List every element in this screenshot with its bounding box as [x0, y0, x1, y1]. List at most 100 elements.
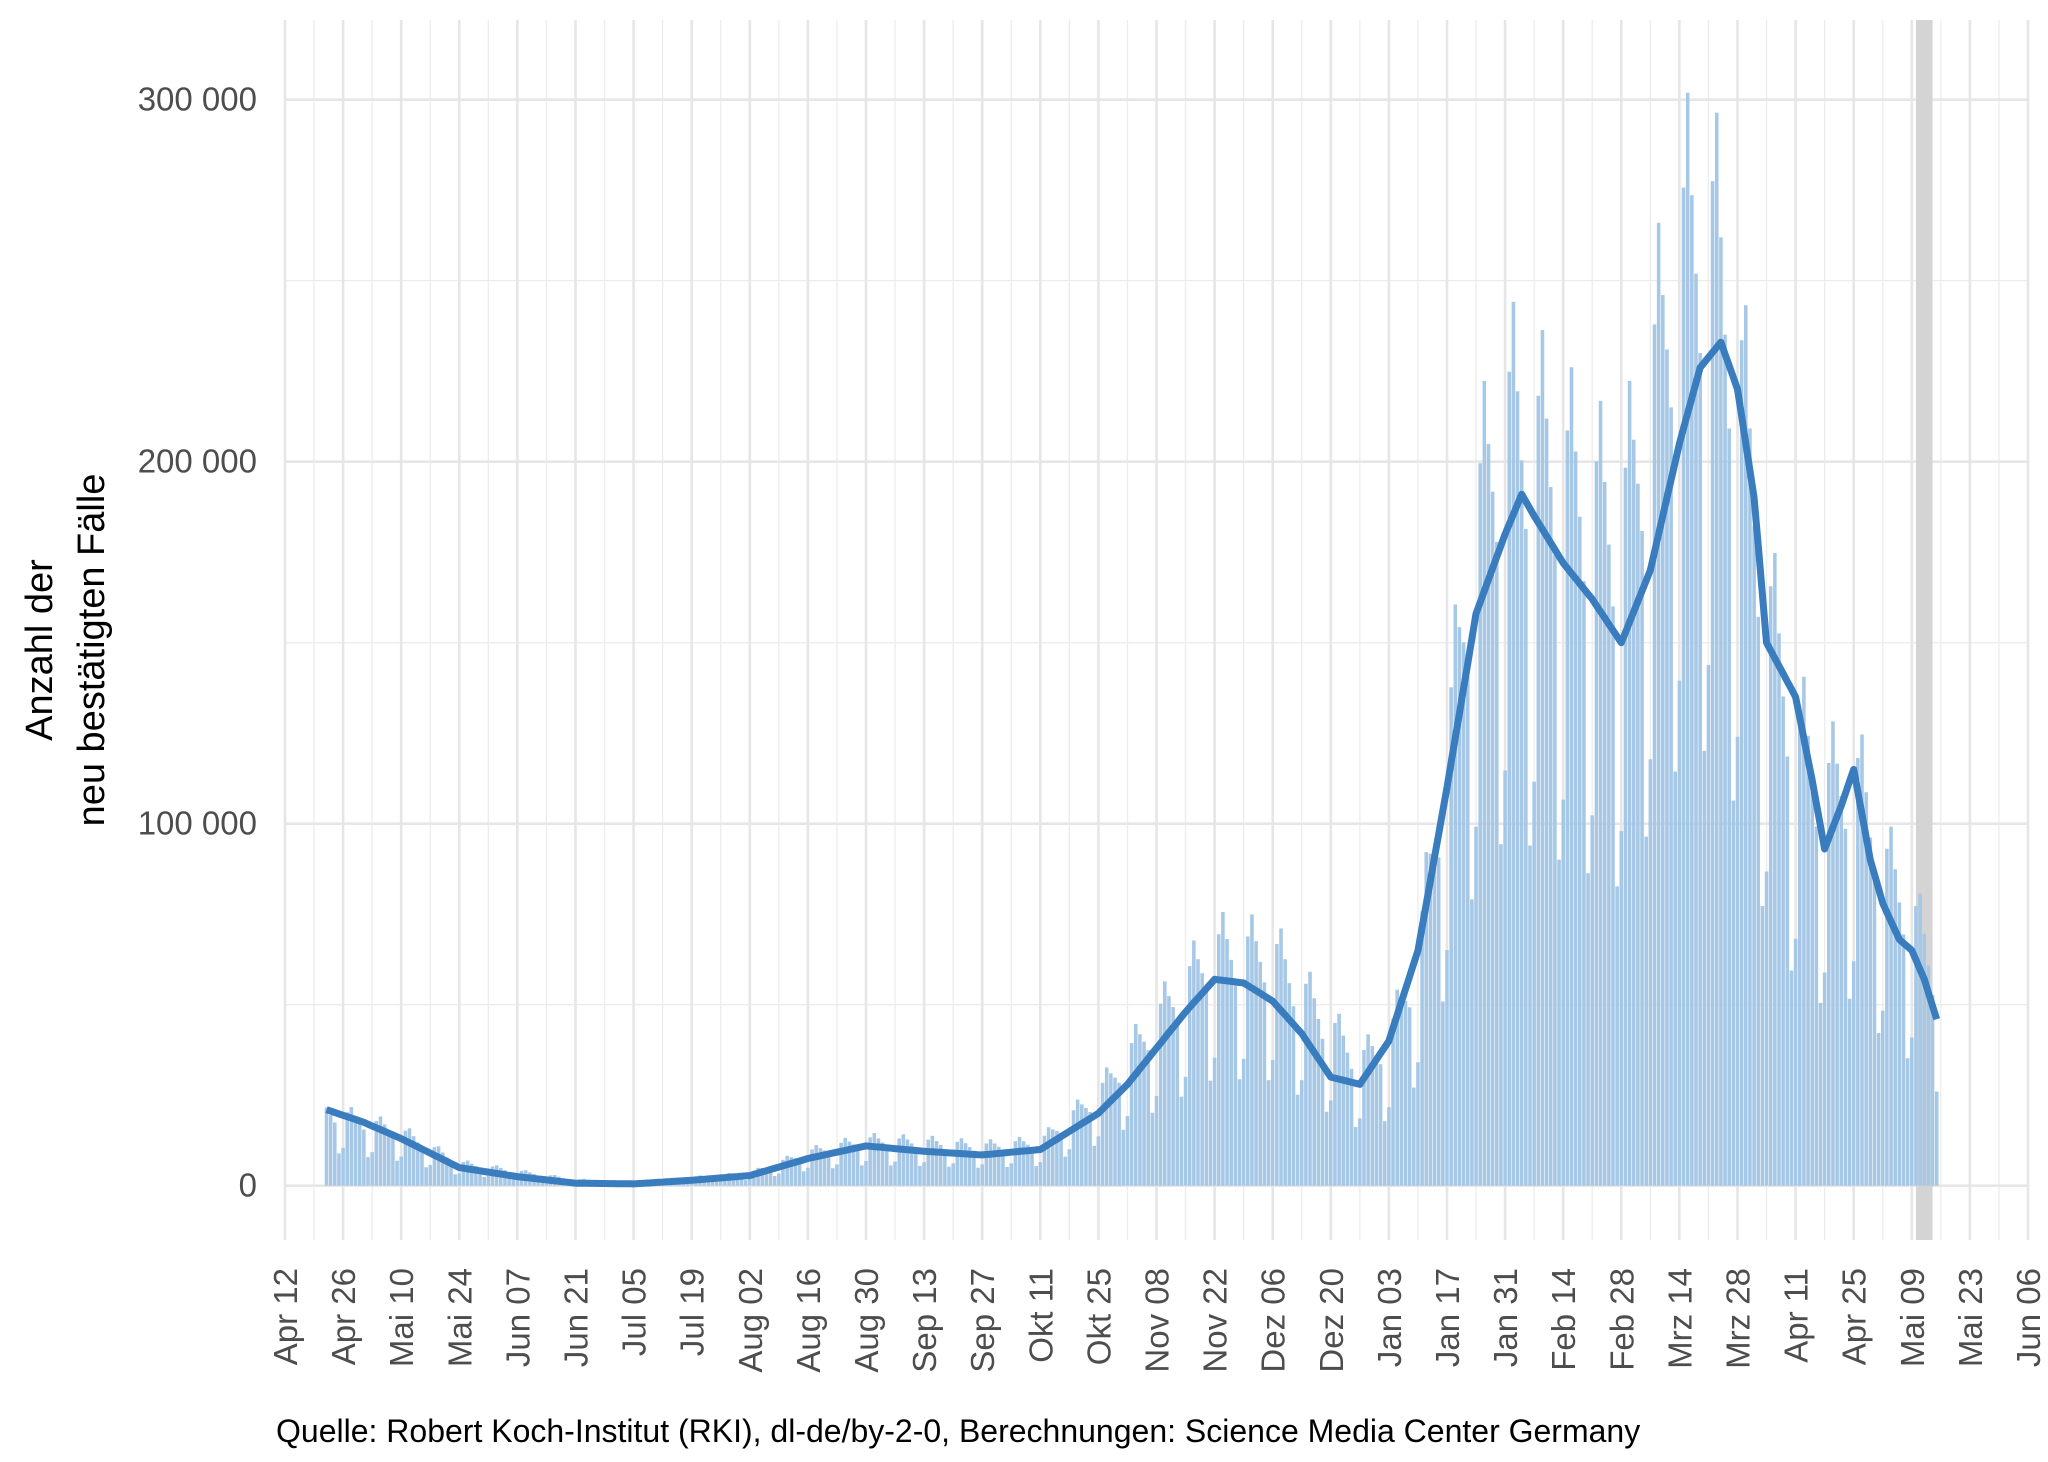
bar [1569, 367, 1574, 1186]
bar [1598, 400, 1603, 1186]
bar [461, 1162, 466, 1186]
bar [1192, 940, 1196, 1186]
bar [1536, 395, 1541, 1186]
bar [1254, 941, 1258, 1186]
bar [449, 1161, 453, 1186]
bar [1864, 792, 1868, 1186]
bar [992, 1143, 997, 1186]
source-caption: Quelle: Robert Koch-Institut (RKI), dl-d… [276, 1413, 1640, 1449]
bar [1880, 1010, 1885, 1186]
bar [947, 1166, 951, 1186]
bar [1661, 295, 1665, 1186]
bar [1578, 516, 1582, 1186]
bar [1856, 757, 1860, 1186]
bar [901, 1134, 906, 1186]
bar [1631, 439, 1636, 1186]
bar [1026, 1144, 1030, 1186]
bar [353, 1115, 358, 1186]
bar [1337, 1013, 1341, 1186]
bar [1486, 444, 1491, 1186]
bar [1557, 859, 1561, 1186]
bar [922, 1162, 926, 1186]
bar [1831, 721, 1835, 1186]
bar [810, 1149, 814, 1186]
x-tick-label: Jun 07 [499, 1268, 536, 1367]
bar [1420, 911, 1424, 1186]
bar [1358, 1118, 1362, 1186]
bar [1905, 1058, 1910, 1186]
bar [1424, 852, 1429, 1186]
bar [1299, 1080, 1304, 1186]
bar [1553, 554, 1557, 1186]
bar [752, 1170, 756, 1186]
bar [1179, 1096, 1184, 1186]
bar [1748, 428, 1752, 1186]
bar [1104, 1067, 1109, 1186]
x-tick-label: Dez 06 [1255, 1268, 1292, 1373]
bar [1187, 966, 1192, 1186]
bar [1412, 1087, 1416, 1186]
bar [1478, 463, 1482, 1186]
bar [1407, 1007, 1412, 1186]
bar [1561, 799, 1565, 1186]
bar [1001, 1150, 1005, 1186]
bar [1744, 305, 1748, 1186]
bar [1735, 736, 1740, 1186]
bar [1723, 334, 1727, 1186]
bar [976, 1167, 980, 1186]
bar [1075, 1099, 1080, 1186]
bar [1366, 1034, 1370, 1186]
bar [1930, 995, 1935, 1186]
bar [440, 1152, 445, 1186]
bar [1445, 950, 1449, 1186]
x-tick-label: Jan 17 [1429, 1268, 1466, 1367]
bar [997, 1146, 1001, 1186]
bar [1519, 460, 1524, 1186]
bar [1163, 981, 1167, 1186]
bar [324, 1107, 329, 1186]
bar [1814, 826, 1819, 1186]
bar [1308, 971, 1312, 1186]
bar [1474, 826, 1478, 1186]
bar [1702, 750, 1707, 1186]
bar [1013, 1141, 1018, 1186]
bar [1901, 934, 1906, 1186]
bar [1685, 92, 1690, 1186]
bar [1071, 1110, 1076, 1186]
bar [1221, 911, 1225, 1186]
bar [1133, 1024, 1138, 1186]
bar [1918, 893, 1922, 1186]
bar [1698, 353, 1702, 1186]
bar [1312, 998, 1316, 1186]
bar [1739, 340, 1744, 1186]
bar [1839, 796, 1844, 1186]
bar [777, 1173, 781, 1186]
bar [403, 1130, 408, 1186]
bar [1138, 1034, 1142, 1186]
bar [1262, 982, 1267, 1186]
bar [1171, 1007, 1175, 1186]
bar [1636, 483, 1640, 1186]
bar [1532, 781, 1536, 1186]
x-tick-label: Aug 16 [790, 1268, 827, 1373]
x-tick-label: Sep 27 [964, 1268, 1001, 1373]
bar [1378, 1064, 1383, 1186]
x-tick-label: Jul 05 [616, 1268, 653, 1356]
bar [1387, 1107, 1391, 1186]
bar [864, 1161, 868, 1186]
bar [407, 1128, 412, 1186]
bar [333, 1122, 337, 1186]
bar [436, 1146, 441, 1186]
bar [1266, 1080, 1271, 1186]
bar [1395, 989, 1399, 1186]
bar [984, 1143, 989, 1186]
bar [1872, 880, 1877, 1186]
bar [1565, 430, 1570, 1186]
bar [1349, 1068, 1354, 1186]
bar [1731, 800, 1736, 1186]
bar [1080, 1104, 1084, 1186]
bar [855, 1147, 860, 1186]
bar [337, 1153, 341, 1186]
bar [1059, 1132, 1063, 1186]
